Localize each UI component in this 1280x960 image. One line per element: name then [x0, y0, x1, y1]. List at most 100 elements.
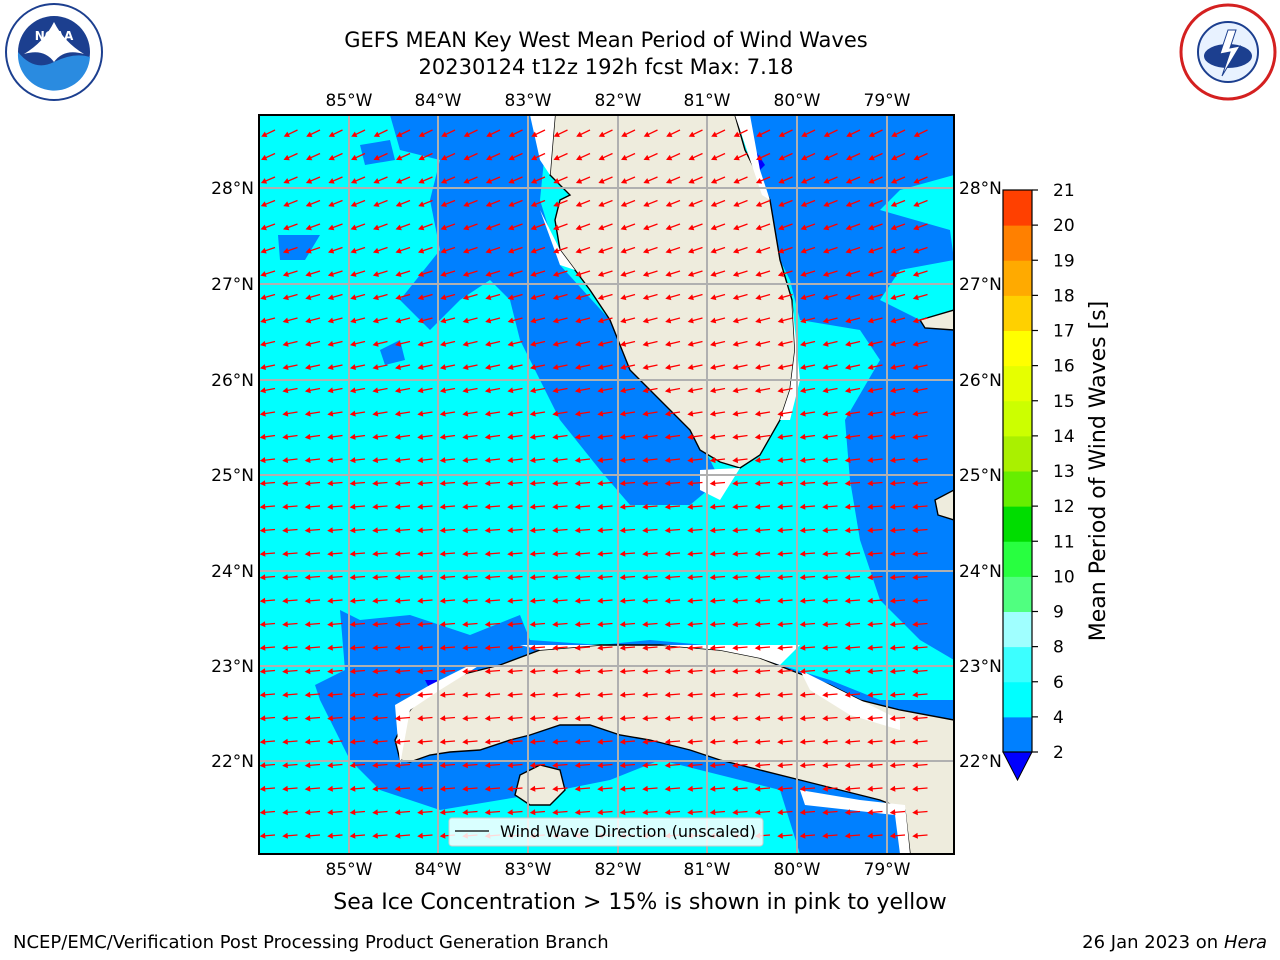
wind-arrow — [530, 246, 546, 254]
wind-arrow — [754, 621, 771, 628]
wind-arrow — [462, 480, 478, 487]
wind-arrow — [304, 832, 321, 839]
wind-arrow — [889, 691, 906, 698]
wind-arrow — [529, 457, 546, 464]
wind-arrow — [754, 387, 771, 394]
wind-arrow — [665, 176, 681, 184]
wind-arrow — [822, 550, 838, 557]
wind-arrow — [912, 644, 928, 651]
wind-arrow — [350, 340, 366, 347]
wind-arrow — [530, 340, 546, 347]
wind-arrow — [304, 503, 321, 510]
map-frame — [258, 114, 955, 855]
wind-arrow — [687, 433, 703, 440]
wind-arrow — [395, 246, 411, 254]
wind-arrow — [664, 550, 681, 557]
sea-ice-note-text: Sea Ice Concentration > 15% is shown in … — [333, 890, 947, 915]
wind-arrow — [417, 317, 433, 324]
wind-arrow — [327, 270, 343, 277]
wind-arrow — [867, 433, 883, 440]
lon-tick-label: 79°W — [864, 91, 911, 111]
wind-arrow — [305, 293, 321, 301]
wind-arrow — [552, 715, 568, 722]
wind-arrow — [913, 129, 928, 137]
wind-arrow — [799, 433, 816, 440]
wind-arrow — [913, 223, 928, 231]
lat-labels-left: 28°N 27°N 26°N 25°N 24°N 23°N 22°N — [211, 179, 254, 772]
wind-arrow — [574, 621, 591, 628]
wind-arrow — [754, 527, 771, 534]
wind-arrow — [597, 715, 613, 722]
wind-arrow — [732, 387, 748, 394]
lon-tick-label: 80°W — [774, 860, 821, 880]
wind-arrow — [260, 317, 276, 324]
wind-arrow — [844, 457, 861, 464]
wind-arrow — [462, 621, 478, 628]
wind-arrow — [417, 668, 433, 675]
wind-arrow — [305, 199, 321, 207]
wind-arrow — [890, 176, 906, 184]
wind-arrow — [890, 246, 906, 254]
wind-arrow — [732, 574, 748, 581]
wind-arrow — [890, 317, 906, 324]
wind-arrow — [552, 809, 568, 816]
wind-arrow — [283, 129, 298, 137]
colorbar-tick-label: 11 — [1053, 532, 1075, 552]
wind-arrow — [709, 621, 726, 628]
lat-tick-label: 24°N — [211, 562, 254, 582]
wind-arrow — [484, 809, 501, 816]
wind-arrow — [889, 364, 906, 371]
wind-arrow — [417, 621, 433, 628]
wind-arrow — [597, 809, 613, 816]
wind-arrow — [574, 691, 591, 698]
wind-arrow — [305, 223, 321, 231]
wind-arrow — [867, 480, 883, 487]
wind-arrow — [484, 433, 501, 440]
wind-arrow — [485, 293, 501, 301]
wind-arrow — [417, 738, 433, 745]
wind-arrow — [372, 527, 388, 534]
wind-arrow — [372, 457, 388, 464]
wind-arrow — [351, 129, 366, 137]
wind-arrow — [844, 597, 861, 604]
wind-arrow — [732, 809, 748, 816]
wind-arrow — [754, 644, 771, 651]
lon-tick-label: 83°W — [505, 860, 552, 880]
wind-arrow — [372, 574, 388, 581]
wind-arrow — [844, 550, 861, 557]
wind-arrow — [305, 270, 321, 277]
wind-arrow — [822, 668, 838, 675]
wind-arrow — [709, 597, 726, 604]
wind-arrow — [822, 527, 838, 534]
wind-arrow — [664, 691, 681, 698]
wind-arrow — [394, 738, 411, 745]
wind-arrow — [350, 270, 366, 277]
wind-arrow — [889, 738, 906, 745]
wind-arrow — [439, 597, 456, 604]
wind-arrow — [889, 668, 906, 675]
wind-arrow — [845, 293, 861, 301]
wind-arrow — [507, 410, 523, 417]
wind-arrow — [417, 270, 433, 277]
wind-arrow — [688, 129, 703, 137]
wind-arrow — [709, 433, 726, 440]
wind-arrow — [867, 644, 883, 651]
wind-arrow — [484, 457, 501, 464]
wind-arrow — [394, 550, 411, 557]
nws-logo-icon — [1179, 3, 1277, 101]
wind-arrow — [912, 738, 928, 745]
wind-arrow — [642, 410, 658, 417]
wind-arrow — [282, 527, 298, 534]
wind-arrow — [507, 503, 523, 510]
wind-arrow — [709, 503, 726, 510]
wind-arrow — [486, 129, 501, 137]
wind-arrow — [417, 364, 433, 371]
wind-arrow — [349, 738, 366, 745]
lon-labels-bottom: 85°W 84°W 83°W 82°W 81°W 80°W 79°W — [326, 860, 911, 880]
colorbar-tick-label: 2 — [1053, 743, 1064, 763]
wind-arrow — [754, 668, 771, 675]
wind-arrow — [327, 715, 343, 722]
wind-arrow — [327, 832, 343, 839]
wind-arrow — [710, 317, 726, 324]
wind-arrow — [845, 176, 861, 184]
